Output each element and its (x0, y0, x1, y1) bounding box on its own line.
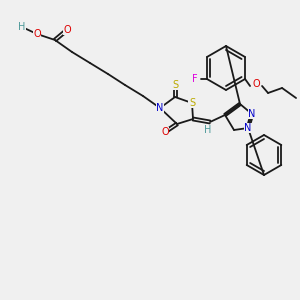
Text: S: S (189, 98, 195, 108)
Text: S: S (172, 80, 178, 90)
Text: N: N (248, 109, 256, 119)
Text: N: N (244, 123, 252, 133)
Text: O: O (252, 79, 260, 89)
Text: F: F (192, 74, 198, 84)
Text: H: H (204, 125, 212, 135)
Text: O: O (63, 25, 71, 35)
Text: H: H (18, 22, 26, 32)
Text: O: O (33, 29, 41, 39)
Text: N: N (156, 103, 164, 113)
Text: O: O (161, 127, 169, 137)
